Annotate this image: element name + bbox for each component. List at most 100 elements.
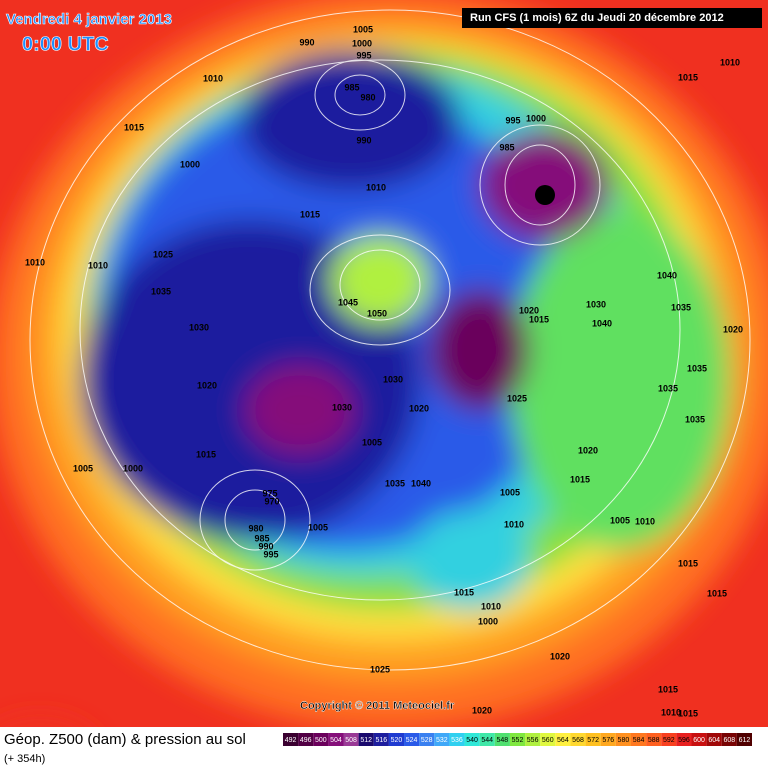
pressure-label: 1015 (454, 587, 474, 597)
scale-label: 540 (466, 737, 478, 744)
run-info: Run CFS (1 mois) 6Z du Jeudi 20 décembre… (470, 12, 724, 24)
pressure-label: 1000 (478, 616, 498, 626)
pressure-label: 1020 (197, 380, 217, 390)
run-info-box (462, 8, 762, 28)
scale-label: 548 (497, 737, 509, 744)
scale-swatch (479, 733, 495, 746)
pressure-label: 1010 (504, 519, 524, 529)
pressure-label: 1015 (529, 314, 549, 324)
scale-label: 504 (330, 737, 342, 744)
pressure-label: 970 (264, 496, 279, 506)
scale-label: 544 (481, 737, 493, 744)
pressure-label: 1010 (366, 182, 386, 192)
pressure-label: 1000 (526, 113, 546, 123)
pressure-label: 1015 (196, 449, 216, 459)
pressure-label: 1015 (678, 558, 698, 568)
scale-swatch (736, 733, 752, 746)
pressure-label: 1020 (472, 705, 492, 715)
scale-swatch (691, 733, 707, 746)
pressure-label: 985 (344, 82, 359, 92)
scale-swatch (388, 733, 405, 746)
scale-label: 492 (285, 737, 297, 744)
scale-swatch (509, 733, 526, 746)
scale-label: 568 (572, 737, 584, 744)
scale-label: 596 (678, 737, 690, 744)
time-label: 0:00 UTC (22, 33, 109, 55)
pressure-label: 1010 (661, 707, 681, 717)
pressure-label: 1005 (353, 24, 373, 34)
scale-swatch (298, 733, 314, 746)
pressure-label: 1005 (610, 515, 630, 525)
scale-swatch (404, 733, 420, 746)
pressure-label: 1025 (370, 664, 390, 674)
scale-label: 600 (693, 737, 705, 744)
pressure-label: 1020 (519, 305, 539, 315)
pressure-label: 1030 (586, 299, 606, 309)
scale-label: 572 (587, 737, 599, 744)
scale-swatch (600, 733, 616, 746)
pressure-label: 1035 (658, 383, 678, 393)
pressure-label: 1010 (635, 516, 655, 526)
scale-label: 604 (708, 737, 720, 744)
scale-label: 500 (315, 737, 327, 744)
scale-swatch (449, 733, 465, 746)
date-title: Vendredi 4 janvier 2013 (6, 11, 172, 28)
scale-label: 516 (375, 737, 387, 744)
scale-swatch (676, 733, 692, 746)
scale-swatch (630, 733, 647, 746)
scale-label: 592 (663, 737, 675, 744)
pressure-label: 990 (299, 37, 314, 47)
pressure-label: 1010 (88, 260, 108, 270)
pressure-label: 1045 (338, 297, 358, 307)
pressure-label: 1040 (657, 270, 677, 280)
pressure-label: 980 (360, 92, 375, 102)
pressure-label: 985 (254, 533, 269, 543)
scale-label: 560 (542, 737, 554, 744)
scale-label: 528 (421, 737, 433, 744)
scale-swatch (646, 733, 662, 746)
scale-label: 520 (391, 737, 403, 744)
pressure-label: 995 (505, 115, 520, 125)
pressure-label: 1015 (658, 684, 678, 694)
scale-label: 508 (345, 737, 357, 744)
scale-swatch (343, 733, 359, 746)
pressure-label: 985 (499, 142, 514, 152)
scale-label: 496 (300, 737, 312, 744)
pressure-label: 1035 (685, 414, 705, 424)
pressure-label: 1040 (411, 478, 431, 488)
scale-label: 612 (739, 737, 751, 744)
scale-swatch (283, 733, 299, 746)
footer-title: Géop. Z500 (dam) & pression au sol (4, 731, 246, 748)
pressure-label: 1000 (352, 38, 372, 48)
scale-swatch (525, 733, 541, 746)
pressure-label: 1010 (203, 73, 223, 83)
pressure-label: 1005 (362, 437, 382, 447)
scale-swatch (358, 733, 374, 746)
pressure-label: 1010 (481, 601, 501, 611)
pressure-label: 1015 (678, 708, 698, 718)
scale-swatch (540, 733, 556, 746)
scale-label: 552 (512, 737, 524, 744)
scale-swatch (313, 733, 329, 746)
pressure-label: 1000 (123, 463, 143, 473)
scale-swatch (570, 733, 586, 746)
scale-label: 556 (527, 737, 539, 744)
pressure-label: 1015 (707, 588, 727, 598)
pressure-label: 1040 (592, 318, 612, 328)
scale-swatch (328, 733, 344, 746)
scale-swatch (615, 733, 631, 746)
pressure-label: 1030 (189, 322, 209, 332)
pressure-label: 1005 (308, 522, 328, 532)
scale-swatch (434, 733, 450, 746)
pressure-label: 1005 (73, 463, 93, 473)
pressure-label: 990 (356, 135, 371, 145)
scale-label: 580 (618, 737, 630, 744)
pressure-label: 1005 (500, 487, 520, 497)
pressure-label: 1020 (409, 403, 429, 413)
pressure-label: 1010 (25, 257, 45, 267)
pressure-label: 1000 (180, 159, 200, 169)
scale-swatch (494, 733, 510, 746)
